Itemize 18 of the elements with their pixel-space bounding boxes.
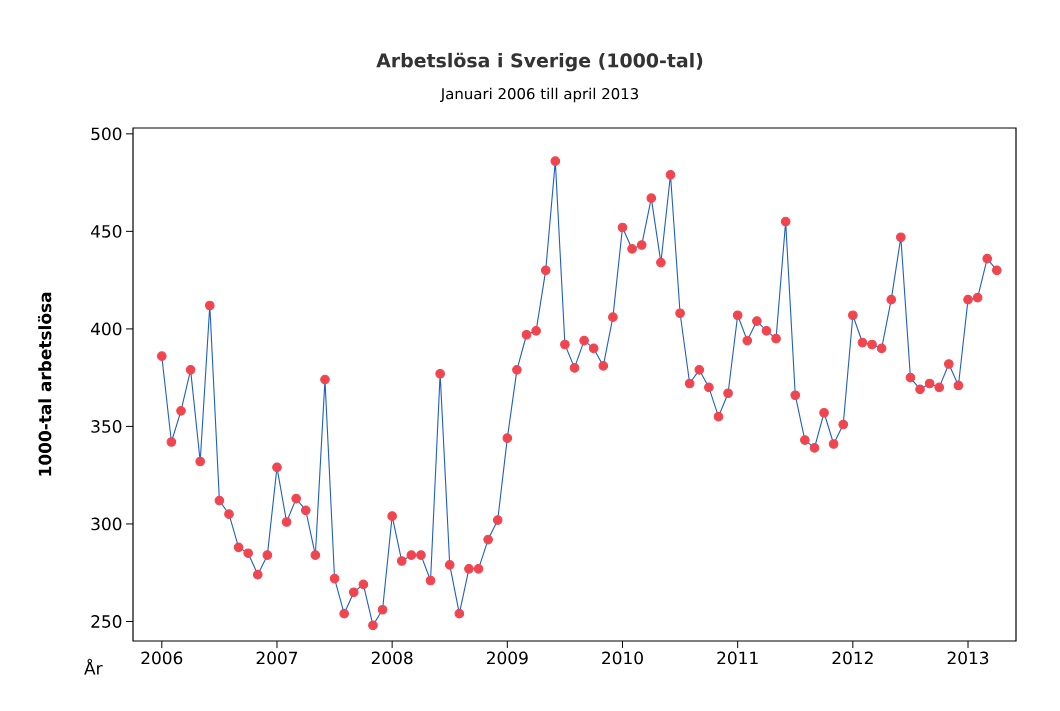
x-tick-label: 2013 [947,651,989,665]
x-tick-label: 2011 [717,651,758,665]
y-tick-label: 350 [91,420,122,433]
y-tick-label: 250 [91,615,122,628]
x-tick-label: 2007 [256,651,298,665]
y-tick-label: 450 [91,224,122,238]
x-tick-label: 2006 [141,651,183,665]
chart-title: Arbetslösa i Sverige (1000-tal) [376,52,703,72]
y-tick-label: 400 [91,322,122,336]
x-tick-label: 2008 [371,651,413,665]
y-tick-label: 300 [91,517,122,531]
y-tick-label: 500 [91,127,122,141]
chart-subtitle: Januari 2006 till april 2013 [440,87,639,103]
x-tick-label: 2009 [487,651,528,665]
x-tick-label: 2010 [602,651,643,665]
y-axis-title: 1000-tal arbetslösa [38,292,52,476]
x-tick-label: 2012 [832,651,873,665]
x-axis-title: År [84,658,103,675]
